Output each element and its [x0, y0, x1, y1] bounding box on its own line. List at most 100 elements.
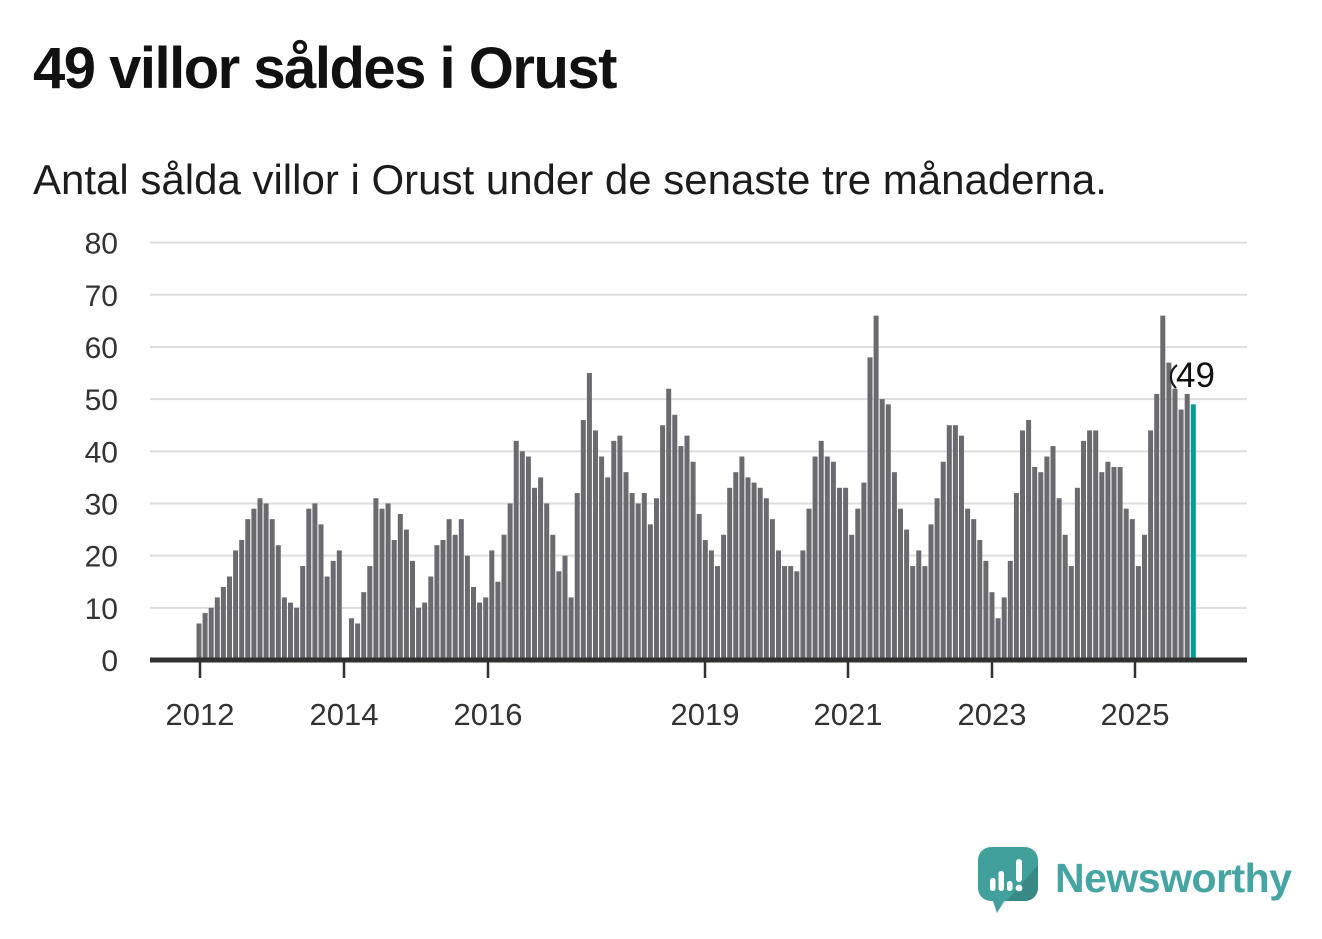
bar: [1166, 362, 1172, 659]
bar: [312, 503, 318, 659]
bar: [922, 566, 928, 659]
bar: [1068, 566, 1074, 659]
bar: [690, 461, 696, 659]
x-axis-label: 2012: [166, 697, 235, 732]
bar: [873, 315, 879, 659]
bar: [617, 435, 623, 659]
bar: [757, 487, 763, 659]
highlight-bar: [1190, 404, 1196, 659]
bar: [562, 555, 568, 659]
bar: [776, 550, 781, 659]
bar: [495, 581, 501, 659]
bar: [1062, 534, 1068, 659]
bar: [1087, 430, 1093, 659]
bar: [605, 477, 611, 659]
bar: [501, 534, 507, 659]
x-axis-label: 2014: [310, 697, 379, 732]
bar: [349, 618, 354, 659]
bar: [281, 597, 287, 659]
bar: [745, 477, 751, 659]
y-axis-label: 20: [85, 541, 118, 574]
bar: [1020, 430, 1025, 659]
bar: [525, 456, 531, 659]
bar: [1135, 566, 1141, 659]
bar: [1056, 498, 1062, 659]
bar: [446, 519, 452, 659]
y-axis-label: 50: [85, 384, 118, 417]
bar: [1074, 487, 1080, 659]
bar: [971, 519, 977, 659]
bar: [580, 419, 586, 659]
bar: [818, 440, 824, 659]
bar: [1142, 534, 1147, 659]
newsworthy-logo: Newsworthy: [978, 846, 1292, 918]
bar: [452, 534, 458, 659]
bar: [934, 498, 940, 659]
x-axis-label: 2021: [814, 697, 883, 732]
bar: [635, 503, 641, 659]
bar: [324, 576, 330, 659]
bar: [318, 524, 324, 659]
bar: [367, 566, 373, 659]
bar: [861, 482, 867, 659]
bar: [1154, 393, 1160, 659]
bar: [904, 529, 910, 659]
bar: [1044, 456, 1050, 659]
bar: [715, 566, 720, 659]
bar: [1032, 466, 1038, 659]
bar: [410, 560, 415, 659]
y-axis-label: 80: [85, 228, 118, 261]
bar: [507, 503, 513, 659]
bar: [812, 456, 818, 659]
bar: [544, 503, 550, 659]
bar: [898, 508, 903, 659]
bar: [1111, 466, 1117, 659]
bar: [403, 529, 409, 659]
bar: [959, 435, 964, 659]
bar: [336, 550, 342, 659]
bar: [196, 623, 202, 659]
bar: [800, 550, 806, 659]
bar: [837, 487, 842, 659]
bar: [391, 539, 397, 659]
bar: [1013, 493, 1019, 659]
bar: [702, 539, 708, 659]
bar: [910, 566, 916, 659]
bar: [995, 618, 1001, 659]
bar: [538, 477, 544, 659]
bar: [1123, 508, 1129, 659]
bar: [288, 602, 293, 659]
bar: [654, 498, 659, 659]
bar: [556, 571, 562, 659]
annotation-leader-line: [1169, 364, 1178, 389]
bar: [696, 513, 702, 659]
bar: [300, 566, 306, 659]
bar: [239, 539, 245, 659]
chart-subtitle: Antal sålda villor i Orust under de sena…: [33, 156, 1107, 203]
bar: [1081, 440, 1086, 659]
bar: [397, 513, 403, 659]
bar: [727, 487, 733, 659]
bar: [208, 607, 214, 659]
bar: [769, 519, 775, 659]
bar: [373, 498, 379, 659]
bar: [733, 472, 739, 659]
x-axis-label: 2016: [454, 697, 523, 732]
bar: [647, 524, 653, 659]
bar: [1184, 393, 1190, 659]
bar: [684, 435, 690, 659]
bar: [708, 550, 714, 659]
chart-title: 49 villor såldes i Orust: [33, 36, 617, 101]
bar: [629, 493, 635, 659]
bar: [879, 399, 885, 659]
bar: [306, 508, 312, 659]
x-axis-label: 2023: [958, 697, 1027, 732]
bar: [989, 592, 995, 659]
bar: [763, 498, 769, 659]
bar: [269, 519, 275, 659]
bar: [611, 440, 617, 659]
bar: [1172, 388, 1178, 659]
bar: [477, 602, 483, 659]
